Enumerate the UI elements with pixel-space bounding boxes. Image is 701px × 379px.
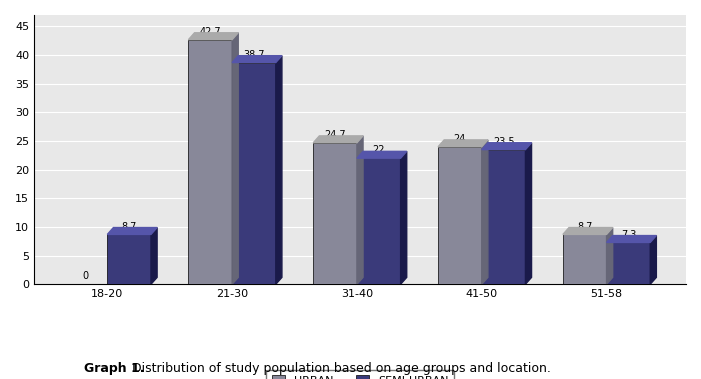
Text: 23.5: 23.5 [493,137,515,147]
Bar [563,234,606,284]
Polygon shape [482,143,531,150]
Bar [606,243,651,284]
Legend: URBAN, SEMI-URBAN: URBAN, SEMI-URBAN [266,370,454,379]
Text: 8.7: 8.7 [121,222,137,232]
Bar [313,143,357,284]
Polygon shape [563,227,613,234]
Polygon shape [232,33,238,284]
Text: Graph 1.: Graph 1. [84,362,144,375]
Polygon shape [107,227,157,234]
Text: 7.3: 7.3 [620,230,636,240]
Polygon shape [189,33,238,40]
Text: 24.7: 24.7 [325,130,346,140]
Bar [438,147,482,284]
Bar [482,150,526,284]
Text: 22: 22 [372,146,385,155]
Polygon shape [526,143,531,284]
Bar [189,40,232,284]
Bar [107,234,151,284]
Polygon shape [482,140,488,284]
Polygon shape [313,136,363,143]
Bar [357,158,400,284]
Polygon shape [438,140,488,147]
Text: 0: 0 [83,271,88,281]
Polygon shape [651,236,656,284]
Polygon shape [400,151,407,284]
Polygon shape [275,56,282,284]
Polygon shape [606,236,656,243]
Text: 38.7: 38.7 [243,50,265,60]
Text: Distribution of study population based on age groups and location.: Distribution of study population based o… [128,362,550,375]
Polygon shape [151,227,157,284]
Text: 42.7: 42.7 [200,27,221,37]
Text: 8.7: 8.7 [577,222,592,232]
Polygon shape [232,56,282,63]
Text: 24: 24 [454,134,466,144]
Polygon shape [606,227,613,284]
Bar [232,63,275,284]
Polygon shape [357,136,363,284]
Polygon shape [357,151,407,158]
